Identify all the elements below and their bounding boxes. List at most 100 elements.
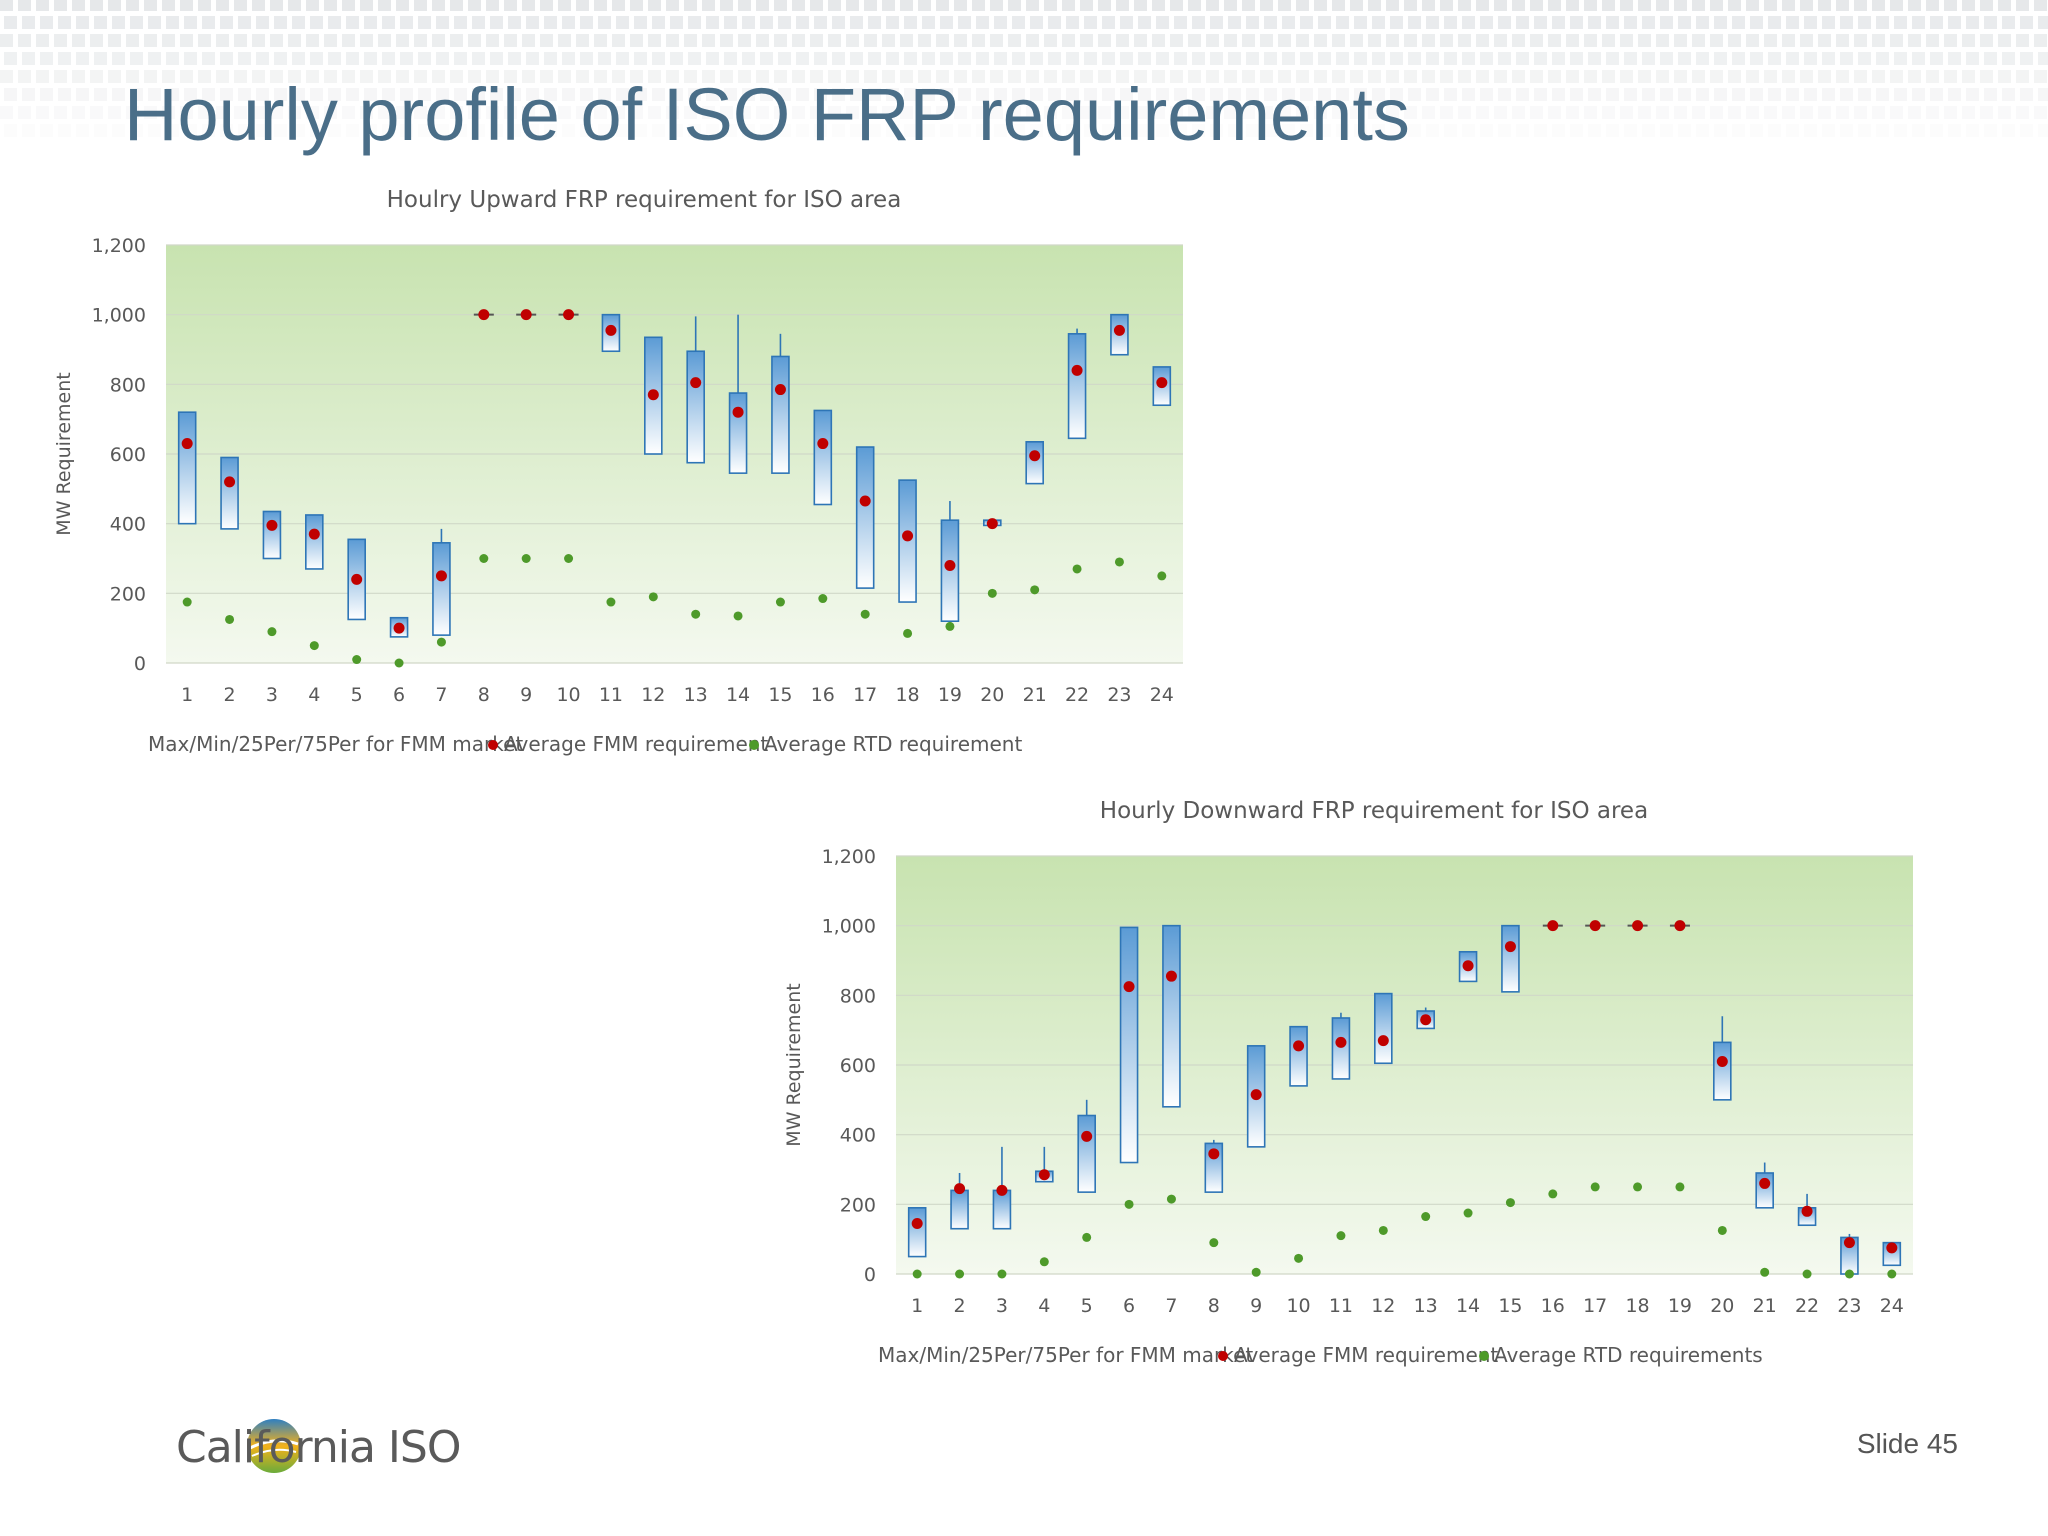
pattern-square — [1714, 124, 1727, 137]
pattern-square — [634, 124, 647, 137]
pattern-square — [378, 70, 391, 83]
pattern-square — [54, 70, 67, 83]
fmm-average-point — [1113, 324, 1125, 336]
pattern-square — [130, 52, 143, 65]
pattern-square — [1764, 0, 1777, 11]
pattern-square — [1998, 106, 2011, 119]
box-iqr — [813, 409, 833, 506]
pattern-square — [1080, 106, 1093, 119]
x-tick-label: 19 — [1668, 1295, 1692, 1317]
pattern-square — [1984, 88, 1997, 101]
pattern-square — [652, 16, 665, 29]
rtd-average-point — [1590, 1182, 1600, 1192]
fmm-average-point — [690, 377, 702, 389]
pattern-square — [1048, 124, 1061, 137]
pattern-square — [882, 70, 895, 83]
pattern-square — [1782, 34, 1795, 47]
box-hour-17 — [855, 446, 875, 589]
pattern-square — [972, 70, 985, 83]
pattern-square — [1660, 88, 1673, 101]
x-tick-label: 1 — [911, 1295, 923, 1317]
pattern-square — [1174, 16, 1187, 29]
legend-rtd-label: Average RTD requirement — [764, 732, 1022, 756]
box-iqr — [1077, 1114, 1096, 1193]
fmm-average-point — [520, 309, 532, 321]
pattern-square — [1642, 88, 1655, 101]
pattern-square — [688, 52, 701, 65]
pattern-square — [234, 34, 247, 47]
pattern-square — [1660, 16, 1673, 29]
pattern-square — [328, 16, 341, 29]
pattern-square — [1512, 106, 1525, 119]
x-tick-label: 16 — [811, 684, 835, 706]
pattern-square — [72, 70, 85, 83]
pattern-square — [1332, 34, 1345, 47]
pattern-square — [40, 16, 53, 29]
pattern-square — [1962, 34, 1975, 47]
pattern-square — [990, 0, 1003, 11]
pattern-square — [648, 0, 661, 11]
pattern-square — [688, 88, 701, 101]
pattern-square — [1228, 16, 1241, 29]
pattern-square — [2016, 34, 2029, 47]
y-tick-label: 400 — [110, 514, 146, 536]
pattern-square — [1318, 16, 1331, 29]
pattern-square — [468, 106, 481, 119]
pattern-square — [378, 34, 391, 47]
pattern-square — [2020, 124, 2033, 137]
pattern-square — [1552, 124, 1565, 137]
pattern-square — [1404, 106, 1417, 119]
pattern-square — [1476, 106, 1489, 119]
x-tick-label: 22 — [1065, 684, 1089, 706]
pattern-square — [1534, 16, 1547, 29]
pattern-square — [1530, 106, 1543, 119]
pattern-square — [468, 34, 481, 47]
x-tick-label: 2 — [954, 1295, 966, 1317]
pattern-square — [1534, 88, 1547, 101]
pattern-square — [270, 34, 283, 47]
pattern-square — [1080, 0, 1093, 11]
pattern-square — [1296, 0, 1309, 11]
pattern-square — [724, 124, 737, 137]
pattern-square — [1066, 16, 1079, 29]
pattern-square — [936, 106, 949, 119]
box-iqr — [728, 392, 748, 474]
pattern-square — [598, 88, 611, 101]
x-tick-label: 8 — [478, 684, 490, 706]
pattern-square — [306, 34, 319, 47]
pattern-square — [270, 106, 283, 119]
pattern-square — [1746, 0, 1759, 11]
pattern-square — [828, 0, 841, 11]
pattern-square — [1048, 52, 1061, 65]
rtd-average-point — [1378, 1225, 1388, 1235]
pattern-square — [324, 70, 337, 83]
pattern-square — [418, 52, 431, 65]
pattern-square — [576, 106, 589, 119]
pattern-square — [1278, 0, 1291, 11]
pattern-square — [1026, 0, 1039, 11]
pattern-square — [256, 88, 269, 101]
pattern-square — [648, 106, 661, 119]
fmm-average-point — [435, 570, 447, 582]
pattern-square — [900, 70, 913, 83]
pattern-square — [630, 34, 643, 47]
y-axis-label: MW Requirement — [783, 983, 805, 1146]
pattern-square — [598, 16, 611, 29]
pattern-square — [1188, 70, 1201, 83]
x-tick-label: 6 — [393, 684, 405, 706]
pattern-square — [2020, 88, 2033, 101]
pattern-square — [1966, 88, 1979, 101]
pattern-square — [1314, 70, 1327, 83]
pattern-square — [216, 70, 229, 83]
pattern-square — [1710, 70, 1723, 83]
pattern-square — [76, 52, 89, 65]
pattern-square — [666, 34, 679, 47]
legend-fmm-label: Average FMM requirement — [1234, 1343, 1498, 1367]
pattern-square — [58, 88, 71, 101]
pattern-square — [1678, 16, 1691, 29]
rtd-average-point — [1421, 1212, 1431, 1222]
pattern-square — [324, 34, 337, 47]
rtd-average-point — [1505, 1198, 1515, 1208]
rtd-average-point — [818, 594, 828, 604]
pattern-square — [1098, 106, 1111, 119]
